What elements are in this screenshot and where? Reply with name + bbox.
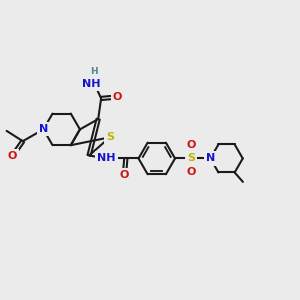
Text: O: O <box>120 169 129 180</box>
Text: O: O <box>187 167 196 177</box>
Text: NH: NH <box>98 153 116 164</box>
Text: NH: NH <box>82 79 100 89</box>
Text: H: H <box>90 68 98 76</box>
Text: N: N <box>39 124 48 134</box>
Text: N: N <box>206 153 215 164</box>
Text: S: S <box>106 132 114 142</box>
Text: O: O <box>8 151 17 161</box>
Text: O: O <box>112 92 122 102</box>
Text: S: S <box>187 153 195 164</box>
Text: O: O <box>187 140 196 150</box>
